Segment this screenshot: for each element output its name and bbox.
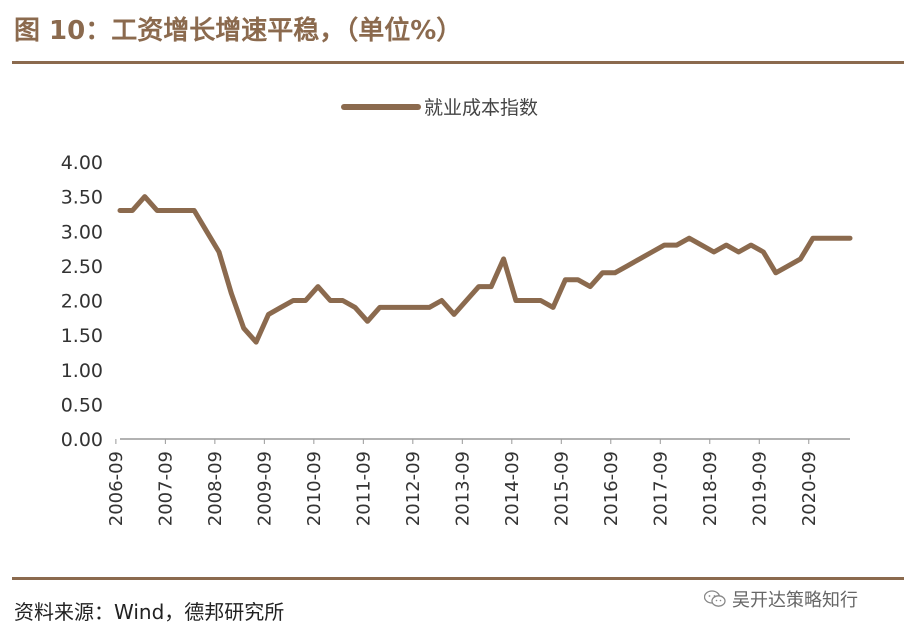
y-tick-label: 1.00 [61,360,103,382]
source-note: 资料来源：Wind，德邦研究所 [14,600,285,624]
watermark-text: 吴开达策略知行 [732,590,858,611]
x-tick-label: 2017-09 [650,451,671,526]
legend-label: 就业成本指数 [424,97,538,119]
y-tick-label: 2.00 [61,291,103,313]
x-tick-label: 2010-09 [304,451,325,526]
x-tick-label: 2012-09 [403,451,424,526]
x-tick-label: 2018-09 [700,451,721,526]
x-tick-label: 2014-09 [502,451,523,526]
y-tick-label: 3.50 [61,187,103,209]
x-tick-label: 2007-09 [155,451,176,526]
y-tick-label: 0.00 [61,429,103,451]
page-title: 图 10：工资增长增速平稳，（单位%） [14,16,463,46]
y-tick-label: 1.50 [61,325,103,347]
x-tick-label: 2013-09 [452,451,473,526]
x-tick-label: 2015-09 [551,451,572,526]
bottom-rule [12,577,904,580]
x-tick-label: 2020-09 [799,451,820,526]
watermark: 吴开达策略知行 [704,586,858,612]
x-tick-label: 2008-09 [205,451,226,526]
line-chart: 就业成本指数 0.00 0.50 1.00 1.50 2.00 2.50 3.00 3.50 4.… [61,97,853,526]
x-tick-label: 2016-09 [601,451,622,526]
y-tick-label: 2.50 [61,256,103,278]
series-line [117,194,853,345]
x-tick-label: 2006-09 [106,451,127,526]
x-tick-label: 2009-09 [254,451,275,526]
y-tick-label: 4.00 [61,152,103,174]
wechat-icon [704,590,726,607]
y-tick-label: 0.50 [61,394,103,416]
x-tick-label: 2011-09 [353,451,374,526]
y-tick-label: 3.00 [61,221,103,243]
top-rule [12,61,904,64]
x-tick-label: 2019-09 [749,451,770,526]
